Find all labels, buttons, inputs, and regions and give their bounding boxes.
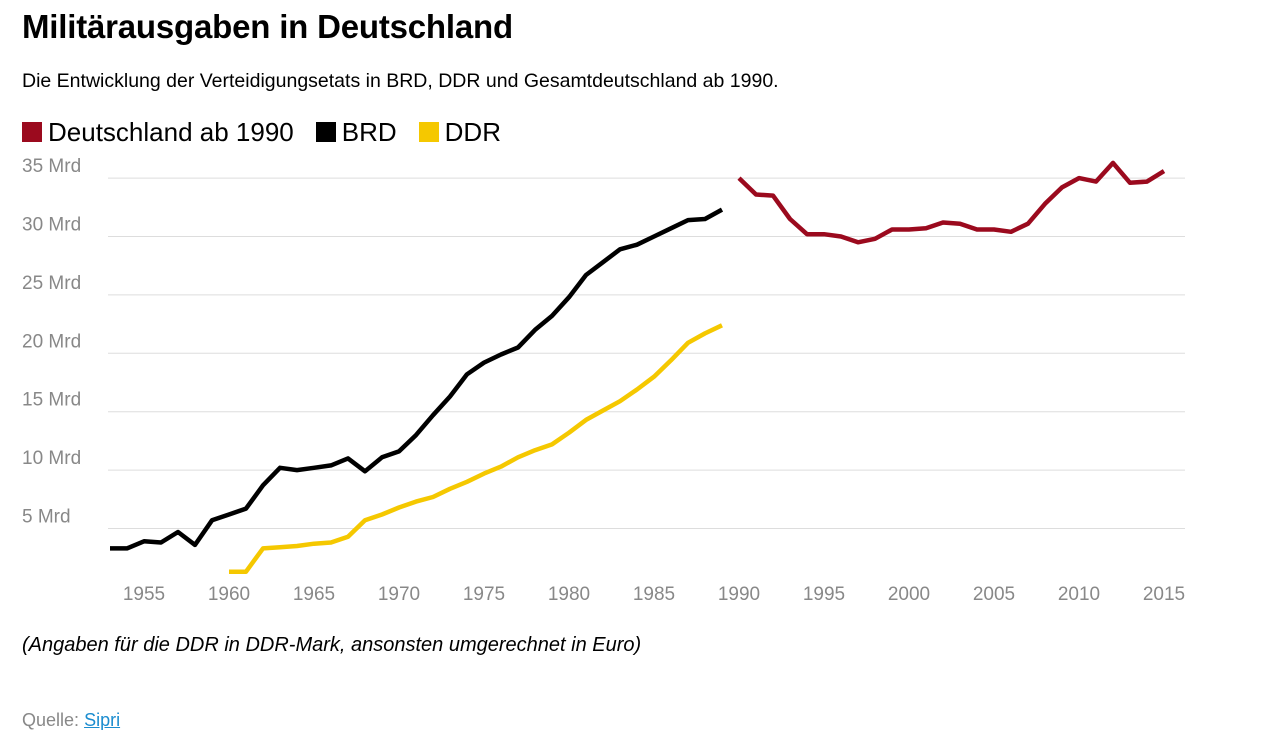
- y-axis-tick-labels: 5 Mrd 10 Mrd 15 Mrd 20 Mrd 25 Mrd 30 Mrd 35 Mr…: [22, 156, 81, 527]
- x-tick-label: 1955: [123, 584, 165, 605]
- x-tick-label: 1995: [803, 584, 845, 605]
- legend-label-deutschland: Deutschland ab 1990: [48, 116, 294, 147]
- y-tick-label: 5 Mrd: [22, 507, 71, 528]
- y-tick-label: 20 Mrd: [22, 331, 81, 352]
- grid-lines: [108, 177, 1185, 529]
- x-tick-label: 2015: [1143, 584, 1185, 605]
- y-tick-label: 10 Mrd: [22, 448, 81, 469]
- x-tick-label: 1985: [633, 584, 675, 605]
- series-line-deutschland: [737, 160, 1166, 245]
- legend-label-brd: BRD: [341, 116, 397, 147]
- x-tick-label: 1975: [463, 584, 505, 605]
- y-tick-label: 35 Mrd: [22, 156, 81, 177]
- x-tick-label: 1990: [718, 584, 760, 605]
- y-tick-label: 30 Mrd: [22, 215, 81, 236]
- y-tick-label: 25 Mrd: [22, 273, 81, 294]
- legend-swatch-ddr: [418, 122, 439, 142]
- x-tick-label: 2005: [973, 584, 1015, 605]
- source-link[interactable]: Sipri: [84, 710, 121, 730]
- x-tick-label: 2010: [1058, 584, 1100, 605]
- chart-title: Militärausgaben in Deutschland: [22, 8, 513, 45]
- y-tick-label: 15 Mrd: [22, 390, 81, 411]
- legend-item-deutschland: Deutschland ab 1990: [22, 117, 294, 148]
- x-tick-label: 1980: [548, 584, 590, 605]
- source-label: Quelle:: [22, 710, 80, 730]
- x-axis-tick-labels: 1955 1960 1965 1970 1975 1980 1985 1990 1995 2000…: [123, 584, 1185, 605]
- source-line: Quelle: Sipri: [22, 710, 120, 731]
- legend: Deutschland ab 1990 BRD DDR: [22, 116, 523, 148]
- series-line-brd: [110, 207, 724, 551]
- x-tick-label: 1970: [378, 584, 420, 605]
- x-tick-label: 1960: [208, 584, 250, 605]
- x-tick-label: 1965: [293, 584, 335, 605]
- legend-item-ddr: DDR: [418, 116, 501, 148]
- legend-label-ddr: DDR: [444, 116, 501, 147]
- chart-subtitle: Die Entwicklung der Verteidigungsetats i…: [22, 70, 779, 92]
- x-tick-label: 2000: [888, 584, 930, 605]
- series-lines: [110, 160, 1166, 574]
- legend-swatch-deutschland: [22, 122, 42, 142]
- legend-swatch-brd: [315, 122, 336, 142]
- series-line-ddr: [229, 323, 723, 574]
- footnote: (Angaben für die DDR in DDR-Mark, ansons…: [22, 634, 642, 656]
- legend-item-brd: BRD: [315, 116, 397, 148]
